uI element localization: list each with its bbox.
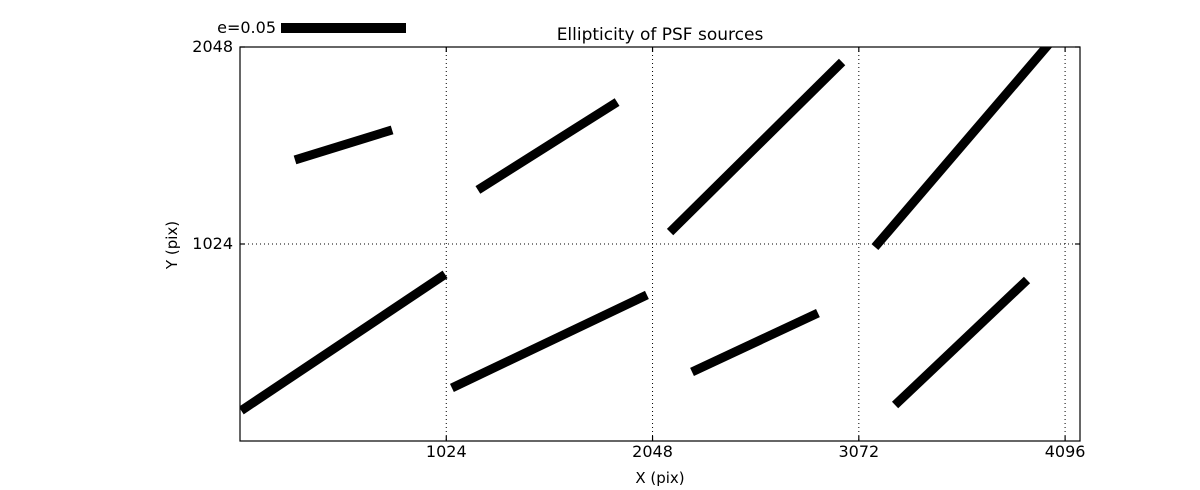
whisker-segment-1 xyxy=(293,125,394,165)
whisker-segment-5 xyxy=(240,270,448,415)
y-axis-label: Y (pix) xyxy=(163,221,181,270)
y-tick-label-2048: 2048 xyxy=(192,37,233,56)
x-tick-label-3072: 3072 xyxy=(838,442,879,461)
whisker-layer xyxy=(240,47,1053,415)
x-axis-label: X (pix) xyxy=(635,469,684,487)
tick-label-layer: 1024 2048 3072 4096 1024 2048 xyxy=(192,37,1085,461)
whisker-segment-2 xyxy=(475,98,620,194)
x-tick-label-1024: 1024 xyxy=(426,442,467,461)
tick-layer xyxy=(240,46,1080,441)
grid-layer xyxy=(240,46,1080,441)
x-tick-label-4096: 4096 xyxy=(1045,442,1086,461)
legend: e=0.05 xyxy=(217,18,406,37)
whisker-segment-7 xyxy=(690,308,820,377)
whisker-segment-3 xyxy=(666,58,846,236)
whisker-segment-6 xyxy=(449,290,649,392)
legend-swatch xyxy=(281,23,406,33)
y-tick-label-1024: 1024 xyxy=(192,234,233,253)
chart-title: Ellipticity of PSF sources xyxy=(557,25,764,45)
x-tick-label-2048: 2048 xyxy=(632,442,673,461)
legend-label: e=0.05 xyxy=(217,18,276,37)
whisker-segment-8 xyxy=(891,276,1031,409)
whisker-segment-4 xyxy=(871,47,1053,251)
